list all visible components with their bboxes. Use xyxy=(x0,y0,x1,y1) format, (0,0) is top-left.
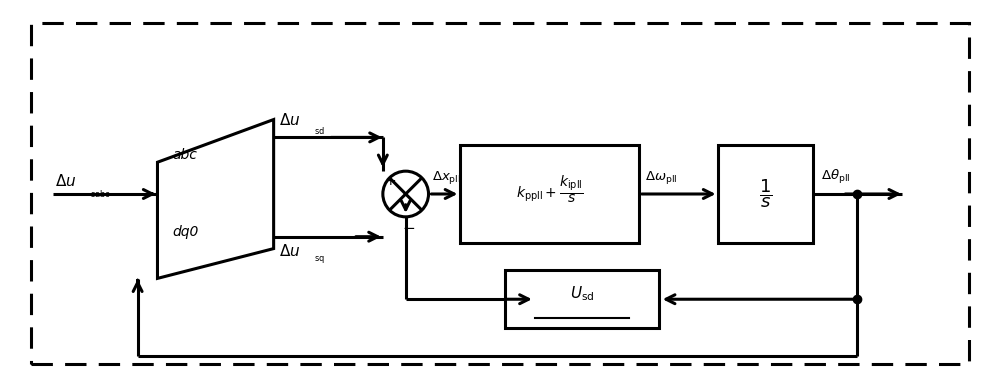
Bar xyxy=(505,271,659,328)
Text: $\Delta\omega_{\mathrm{pll}}$: $\Delta\omega_{\mathrm{pll}}$ xyxy=(645,169,677,186)
Text: $\Delta\theta_{\mathrm{pll}}$: $\Delta\theta_{\mathrm{pll}}$ xyxy=(821,168,850,186)
Text: $-$: $-$ xyxy=(402,219,415,234)
Text: $\Delta u$: $\Delta u$ xyxy=(55,173,77,189)
Text: abc: abc xyxy=(172,148,197,162)
Text: $_{\mathrm{sabc}}$: $_{\mathrm{sabc}}$ xyxy=(90,186,111,199)
Bar xyxy=(718,146,813,243)
Text: $\dfrac{1}{s}$: $\dfrac{1}{s}$ xyxy=(759,178,772,210)
Text: $+$: $+$ xyxy=(384,174,396,188)
Text: $\Delta u$: $\Delta u$ xyxy=(279,243,300,259)
Text: $\Delta x_{\mathrm{pll}}$: $\Delta x_{\mathrm{pll}}$ xyxy=(432,169,462,186)
Text: $U_{\mathrm{sd}}$: $U_{\mathrm{sd}}$ xyxy=(570,284,594,303)
Text: dq0: dq0 xyxy=(172,225,199,239)
Text: $_{\mathrm{sq}}$: $_{\mathrm{sq}}$ xyxy=(314,253,325,267)
Text: $\Delta u$: $\Delta u$ xyxy=(279,113,300,128)
Text: $k_{\mathrm{ppll}}+\dfrac{k_{\mathrm{ipll}}}{s}$: $k_{\mathrm{ppll}}+\dfrac{k_{\mathrm{ipl… xyxy=(516,173,584,205)
Text: $_{\mathrm{sd}}$: $_{\mathrm{sd}}$ xyxy=(314,123,325,136)
Bar xyxy=(460,146,639,243)
